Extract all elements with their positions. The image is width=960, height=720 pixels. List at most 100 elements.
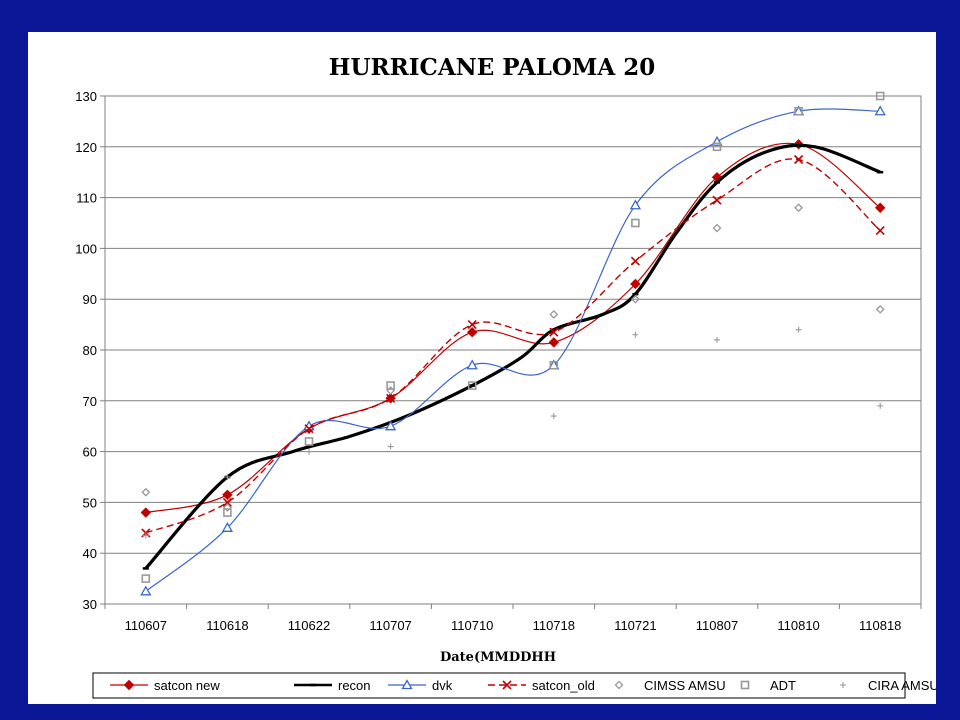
data-point [467, 320, 477, 330]
data-point [875, 226, 885, 236]
data-point [877, 402, 884, 409]
series-cimss-amsu [141, 203, 885, 512]
data-point [875, 91, 885, 101]
data-point [712, 223, 722, 233]
series-satcon-old [141, 154, 885, 538]
data-point [221, 521, 234, 532]
legend-item: CIRA AMSU [840, 678, 936, 693]
data-point [714, 336, 720, 343]
legend-label: ADT [770, 678, 796, 693]
data-point [632, 331, 639, 338]
y-tick-label: 110 [76, 191, 97, 206]
line-chart: HURRICANE PALOMA 20 30 40 50 60 70 80 90 100 110… [75, 54, 936, 699]
data-point [875, 304, 885, 314]
data-point [630, 278, 641, 290]
data-point [740, 680, 750, 690]
series-adt [141, 91, 885, 583]
chart-frame: HURRICANE PALOMA 20 30 40 50 60 70 80 90 100 110… [28, 32, 936, 704]
data-point [384, 420, 397, 431]
legend-item: ADT [740, 678, 796, 693]
legend-item: dvk [388, 678, 453, 693]
data-point [794, 203, 804, 213]
x-tick-label: 110818 [859, 618, 901, 633]
data-point [140, 585, 152, 596]
legend-item: CIMSS AMSU [614, 678, 726, 693]
data-point [140, 507, 152, 518]
y-tick-label: 100 [75, 241, 97, 256]
x-tick-label: 110718 [533, 618, 575, 633]
legend-label: CIRA AMSU [868, 678, 936, 693]
data-point [123, 679, 135, 691]
data-point [386, 393, 396, 403]
series-dvk [140, 105, 886, 596]
data-point [840, 682, 846, 688]
legend-item: satcon new [110, 678, 220, 693]
data-point [141, 487, 151, 497]
x-tick-label: 110622 [288, 618, 330, 633]
y-tick-label: 80 [83, 343, 97, 358]
data-point [795, 326, 802, 333]
data-point [549, 360, 559, 370]
data-point [874, 105, 886, 116]
data-point [222, 503, 232, 512]
legend: satcon new recon dvk satcon_old CIMSS AMSU AD… [110, 678, 936, 693]
legend-item: satcon_old [488, 678, 595, 693]
data-point [141, 574, 151, 583]
series-line [145, 108, 881, 592]
data-point [386, 381, 395, 390]
series-line [144, 143, 881, 570]
y-tick-label: 130 [75, 89, 97, 104]
x-tick-label: 110710 [451, 618, 493, 633]
x-tick-label: 110721 [614, 618, 656, 633]
data-point [387, 443, 394, 450]
chart-title: HURRICANE PALOMA 20 [329, 54, 655, 81]
x-tick-label: 110707 [369, 618, 411, 633]
x-tick-label: 110807 [696, 618, 738, 633]
series-cira-amsu [142, 326, 884, 539]
legend-item: recon [294, 678, 371, 693]
data-point [502, 680, 512, 690]
data-point [550, 413, 557, 420]
x-tick-label: 110810 [777, 618, 819, 633]
series-satcon-new [140, 139, 886, 518]
data-point [304, 424, 314, 434]
data-point [304, 437, 314, 446]
y-tick-label: 90 [83, 292, 97, 307]
data-point [548, 337, 560, 348]
data-point [712, 142, 722, 152]
series-recon [142, 143, 884, 570]
data-point [466, 327, 478, 338]
data-point [549, 327, 559, 337]
legend-label: satcon_old [532, 678, 595, 693]
data-point [223, 508, 232, 517]
legend-label: recon [338, 678, 371, 693]
data-point [874, 202, 886, 213]
data-point [794, 106, 803, 116]
x-axis-label: Date(MMDDHH [440, 650, 556, 665]
data-point [401, 679, 413, 690]
data-point [467, 381, 477, 390]
data-point [614, 680, 624, 690]
legend-label: CIMSS AMSU [644, 678, 726, 693]
legend-label: satcon new [154, 678, 220, 693]
data-point [629, 199, 642, 210]
y-tick-label: 40 [83, 546, 97, 561]
data-point [142, 532, 149, 539]
data-point [712, 195, 722, 205]
y-tick-label: 120 [75, 140, 97, 155]
data-point [630, 256, 640, 266]
data-point [549, 310, 559, 319]
y-tick-label: 60 [83, 445, 97, 460]
data-point [630, 294, 640, 304]
data-point [222, 489, 233, 500]
y-tick-label: 30 [83, 597, 97, 612]
data-point [224, 474, 231, 480]
data-point [631, 218, 640, 228]
y-tick-label: 50 [83, 495, 97, 510]
axes: 30 40 50 60 70 80 90 100 110 120 130 110607 110618 11… [75, 89, 922, 633]
data-point [794, 154, 804, 165]
series-line [145, 142, 881, 514]
y-tick-label: 70 [83, 394, 97, 409]
x-tick-label: 110607 [125, 618, 167, 633]
data-point [222, 497, 232, 507]
